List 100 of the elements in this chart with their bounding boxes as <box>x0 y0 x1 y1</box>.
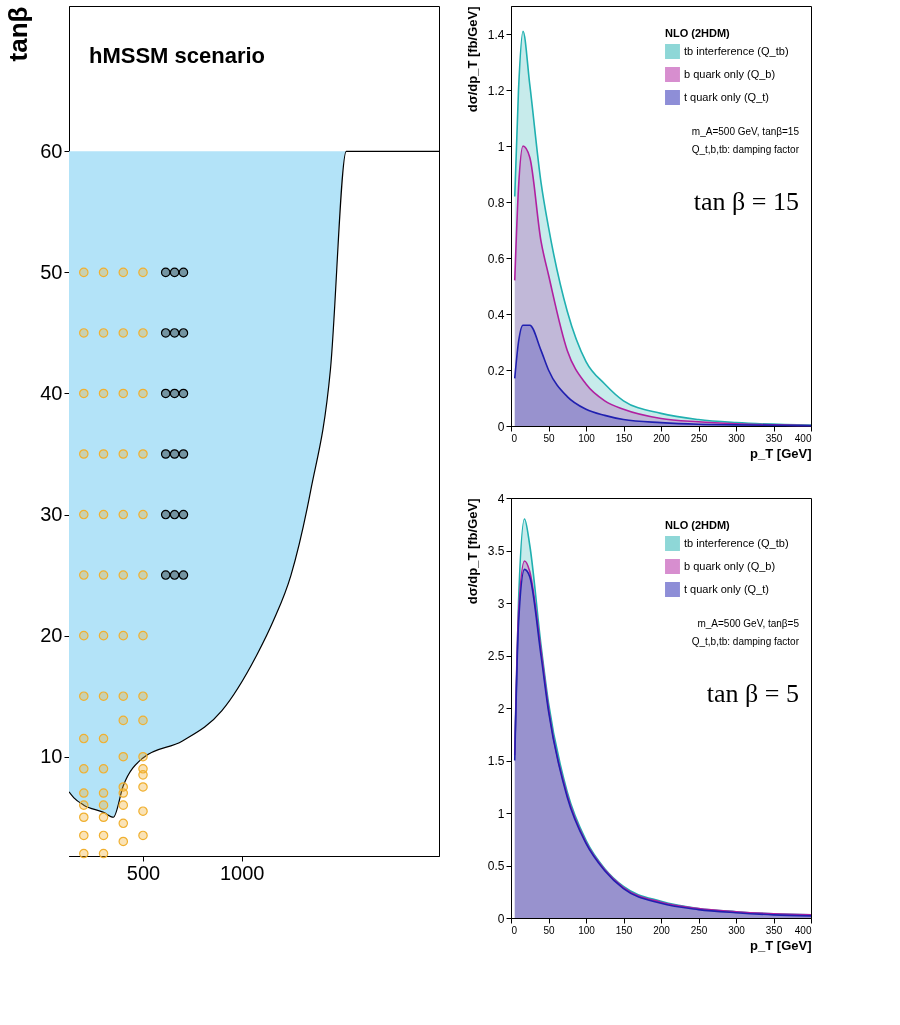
point <box>118 570 129 580</box>
x-tick-label: 350 <box>765 924 783 936</box>
y-tick-label: 2 <box>497 701 505 716</box>
point <box>98 267 109 278</box>
x-tick-label: 400 <box>794 924 812 936</box>
point <box>98 848 109 859</box>
annotation: tan β = 5 <box>706 679 799 708</box>
y-tick-label: 0.5 <box>487 859 505 873</box>
point <box>79 570 89 580</box>
annotation: m_A=500 GeV, tanβ=15 <box>691 126 800 137</box>
point <box>98 733 109 744</box>
x-tick-label: 200 <box>653 432 671 444</box>
point <box>138 509 148 520</box>
y-tick-label: 1 <box>497 806 505 821</box>
point <box>138 751 148 762</box>
y-tick-label: 0.6 <box>487 251 505 266</box>
point <box>79 788 89 798</box>
point <box>160 509 171 520</box>
point <box>138 770 148 780</box>
y-tick-label: 0 <box>497 911 505 926</box>
point <box>138 806 148 816</box>
x-tick-label: 1000 <box>219 861 265 884</box>
point <box>138 782 148 792</box>
point <box>118 630 129 641</box>
point <box>118 267 129 278</box>
point <box>98 570 109 580</box>
point <box>79 848 89 859</box>
point <box>169 388 180 399</box>
point <box>169 267 180 278</box>
point <box>98 691 109 701</box>
point <box>118 836 129 847</box>
x-tick-label: 100 <box>578 924 596 936</box>
point <box>98 812 109 823</box>
annotation: tan β = 15 <box>693 187 799 216</box>
point <box>178 509 189 520</box>
point <box>118 788 129 798</box>
x-tick-label: 100 <box>578 432 596 444</box>
point <box>138 328 148 338</box>
legend-label: b quark only (Q_b) <box>684 67 776 80</box>
point <box>79 800 89 810</box>
legend-title: NLO (2HDM) <box>665 519 731 531</box>
y-tick-label: 0 <box>497 419 505 434</box>
y-tick-label: 3 <box>497 596 505 611</box>
point <box>79 764 89 774</box>
point <box>138 388 148 399</box>
x-tick-label: 400 <box>794 432 812 444</box>
y-tick-label: 1.5 <box>487 754 505 768</box>
y-tick-label: 1.2 <box>487 83 505 98</box>
point <box>178 388 189 399</box>
point <box>169 509 180 520</box>
point <box>178 328 189 338</box>
y-tick-label: 50 <box>40 260 63 283</box>
point <box>178 267 189 278</box>
legend-label: tb interference (Q_tb) <box>684 536 789 549</box>
annotation: Q_t,b,tb: damping factor <box>691 636 800 647</box>
point <box>79 388 89 399</box>
point <box>138 830 148 841</box>
x-tick-label: 200 <box>653 924 671 936</box>
y-axis-title: tanβ <box>3 6 34 62</box>
y-tick-label: 20 <box>40 624 63 647</box>
legend-label: t quark only (Q_t) <box>684 582 769 595</box>
point <box>118 818 129 829</box>
point <box>79 449 89 459</box>
point <box>118 449 129 459</box>
point <box>160 328 171 338</box>
x-tick-label: 300 <box>728 924 746 936</box>
point <box>98 509 109 520</box>
point <box>178 449 189 459</box>
point <box>118 751 129 762</box>
point <box>79 630 89 641</box>
point <box>138 691 148 701</box>
point <box>98 800 109 810</box>
point <box>138 267 148 278</box>
x-tick-label: 250 <box>690 924 708 936</box>
y-axis-title: dσ/dp_T [fb/GeV] <box>464 6 480 113</box>
point <box>138 449 148 459</box>
point <box>79 509 89 520</box>
point <box>79 812 89 823</box>
point <box>138 715 148 726</box>
x-tick-label: 50 <box>543 924 555 936</box>
x-tick-label: 300 <box>728 432 746 444</box>
point <box>98 630 109 641</box>
annotation: m_A=500 GeV, tanβ=5 <box>697 618 800 629</box>
y-axis-title: dσ/dp_T [fb/GeV] <box>464 498 480 605</box>
point <box>98 388 109 399</box>
x-tick-label: 500 <box>126 861 161 884</box>
point <box>138 630 148 641</box>
x-tick-label: 0 <box>511 924 518 936</box>
point <box>118 691 129 701</box>
point <box>178 570 189 580</box>
x-tick-label: 50 <box>543 432 555 444</box>
point <box>79 267 89 278</box>
y-tick-label: 0.4 <box>487 307 505 322</box>
y-tick-label: 60 <box>40 139 63 162</box>
y-tick-label: 40 <box>40 381 63 404</box>
point <box>160 570 171 580</box>
annotation: hMSSM scenario <box>89 43 266 68</box>
x-tick-label: 250 <box>690 432 708 444</box>
point <box>79 691 89 701</box>
legend-label: t quark only (Q_t) <box>684 90 769 103</box>
